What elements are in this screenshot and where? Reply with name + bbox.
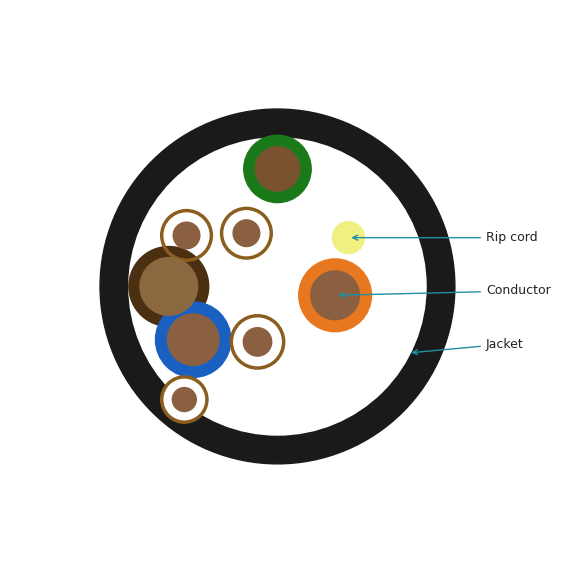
Circle shape <box>233 317 282 366</box>
Circle shape <box>172 388 196 411</box>
Circle shape <box>140 257 198 315</box>
Text: Conductor: Conductor <box>339 285 551 298</box>
Circle shape <box>243 328 272 356</box>
Circle shape <box>223 210 270 256</box>
Circle shape <box>164 378 205 420</box>
Text: Rip cord: Rip cord <box>353 231 537 244</box>
Circle shape <box>255 147 300 191</box>
Circle shape <box>244 135 311 203</box>
Circle shape <box>164 213 210 259</box>
Circle shape <box>100 109 455 464</box>
Circle shape <box>233 220 260 247</box>
Circle shape <box>332 222 365 253</box>
Text: Jacket: Jacket <box>412 338 524 355</box>
Circle shape <box>299 259 372 332</box>
Circle shape <box>310 271 359 320</box>
Circle shape <box>173 222 200 249</box>
Circle shape <box>129 247 209 327</box>
Circle shape <box>129 138 426 435</box>
Circle shape <box>156 302 231 377</box>
Circle shape <box>168 314 219 365</box>
